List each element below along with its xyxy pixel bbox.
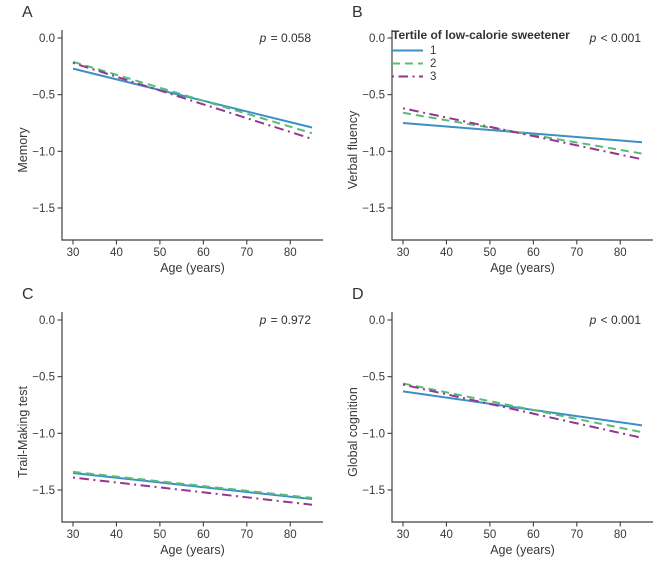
series-line-tertile-2 xyxy=(402,382,643,434)
panel-B: 0.0 −0.5 −1.0 −1.5 30 40 50 60 70 80 B p < 0.001 … xyxy=(330,0,660,282)
p-symbol: p xyxy=(589,31,597,45)
p-symbol: p xyxy=(589,313,597,327)
legend-item-tertile-2: 2 xyxy=(392,57,570,70)
series-line-tertile-2 xyxy=(402,111,643,155)
y-tick-label: −0.5 xyxy=(32,90,55,102)
x-tick-label: 70 xyxy=(240,247,253,259)
y-tick-label: −1.0 xyxy=(32,146,55,158)
legend-title: Tertile of low-calorie sweetener xyxy=(392,28,570,42)
y-tick-label: −1.0 xyxy=(362,146,385,158)
x-tick-label: 40 xyxy=(110,529,123,541)
y-tick-label: 0.0 xyxy=(369,315,385,327)
y-tick-label: −0.5 xyxy=(32,372,55,384)
x-tick-label: 70 xyxy=(240,529,253,541)
x-axis-title-age-A: Age (years) xyxy=(160,261,225,275)
x-tick-label: 30 xyxy=(67,247,80,259)
y-tick-label: 0.0 xyxy=(369,33,385,45)
legend-item-tertile-3: 3 xyxy=(392,70,570,83)
x-axis-title-age-D: Age (years) xyxy=(490,543,555,557)
y-tick-label: −1.5 xyxy=(32,203,55,215)
legend-item-tertile-1: 1 xyxy=(392,44,570,57)
p-text: = 0.058 xyxy=(267,31,311,45)
x-tick-label: 70 xyxy=(570,529,583,541)
x-tick-label: 30 xyxy=(67,529,80,541)
y-tick-label: −1.5 xyxy=(362,203,385,215)
y-axis-title-verbal-fluency: Verbal fluency xyxy=(346,110,360,190)
chart-trail-making-test: 0.0 −0.5 −1.0 −1.5 30 40 50 60 70 80 xyxy=(32,312,323,541)
p-value-A: p = 0.058 xyxy=(260,31,311,45)
axis-spine xyxy=(391,312,653,523)
axis-spine xyxy=(391,30,653,241)
y-axis-title-trail-making: Trail-Making test xyxy=(16,386,30,478)
series-line-tertile-2 xyxy=(72,470,313,499)
chart-memory: 0.0 −0.5 −1.0 −1.5 30 40 50 60 70 80 xyxy=(32,30,323,259)
series-line-tertile-3 xyxy=(402,383,643,439)
y-tick-label: −0.5 xyxy=(362,372,385,384)
chart-global-cognition: 0.0 −0.5 −1.0 −1.5 30 40 50 60 70 80 xyxy=(362,312,653,541)
x-tick-label: 30 xyxy=(397,247,410,259)
legend-label-tertile-3: 3 xyxy=(430,70,437,83)
series-line-tertile-1 xyxy=(72,472,313,501)
p-text: = 0.972 xyxy=(267,313,311,327)
x-tick-label: 50 xyxy=(154,247,167,259)
x-tick-label: 40 xyxy=(440,529,453,541)
y-tick-label: −1.0 xyxy=(32,428,55,440)
y-tick-label: −1.5 xyxy=(32,485,55,497)
chart-verbal-fluency: 0.0 −0.5 −1.0 −1.5 30 40 50 60 70 80 xyxy=(362,30,653,259)
p-value-C: p = 0.972 xyxy=(260,313,311,327)
x-tick-label: 60 xyxy=(197,529,210,541)
panel-label-B: B xyxy=(352,4,364,21)
x-tick-label: 50 xyxy=(154,529,167,541)
series-line-tertile-3 xyxy=(72,476,313,506)
axis-spine xyxy=(61,312,323,523)
legend-label-tertile-1: 1 xyxy=(430,44,437,57)
x-tick-label: 80 xyxy=(614,247,627,259)
x-tick-label: 80 xyxy=(614,529,627,541)
panel-label-A: A xyxy=(22,4,34,21)
legend-line-tertile-1-icon xyxy=(392,49,423,52)
legend: Tertile of low-calorie sweetener 1 2 3 xyxy=(392,28,570,83)
y-tick-label: −1.5 xyxy=(362,485,385,497)
x-tick-label: 60 xyxy=(527,529,540,541)
panel-A: 0.0 −0.5 −1.0 −1.5 30 40 50 60 70 80 A p = 0.058 … xyxy=(0,0,330,282)
y-tick-label: −0.5 xyxy=(362,90,385,102)
x-tick-label: 50 xyxy=(484,247,497,259)
x-tick-label: 50 xyxy=(484,529,497,541)
x-axis-title-age-C: Age (years) xyxy=(160,543,225,557)
y-axis-title-global-cognition: Global cognition xyxy=(346,387,360,477)
panel-label-C: C xyxy=(22,286,35,303)
y-tick-label: −1.0 xyxy=(362,428,385,440)
x-tick-label: 60 xyxy=(197,247,210,259)
p-value-D: p < 0.001 xyxy=(590,313,641,327)
p-symbol: p xyxy=(259,31,267,45)
p-value-B: p < 0.001 xyxy=(590,31,641,45)
y-axis-title-memory: Memory xyxy=(16,127,30,173)
legend-line-tertile-2-icon xyxy=(392,62,423,65)
legend-label-tertile-2: 2 xyxy=(430,57,437,70)
x-tick-label: 80 xyxy=(284,529,297,541)
p-symbol: p xyxy=(259,313,267,327)
x-tick-label: 80 xyxy=(284,247,297,259)
x-tick-label: 30 xyxy=(397,529,410,541)
p-text: < 0.001 xyxy=(597,313,641,327)
p-text: < 0.001 xyxy=(597,31,641,45)
x-tick-label: 40 xyxy=(110,247,123,259)
panel-D: 0.0 −0.5 −1.0 −1.5 30 40 50 60 70 80 D p < 0.001 … xyxy=(330,282,660,564)
x-tick-label: 60 xyxy=(527,247,540,259)
x-tick-label: 70 xyxy=(570,247,583,259)
series-line-tertile-3 xyxy=(72,61,313,140)
x-tick-label: 40 xyxy=(440,247,453,259)
axis-spine xyxy=(61,30,323,241)
panel-label-D: D xyxy=(352,286,365,303)
y-tick-label: 0.0 xyxy=(39,315,55,327)
panel-C: 0.0 −0.5 −1.0 −1.5 30 40 50 60 70 80 C p = 0.972 … xyxy=(0,282,330,564)
x-axis-title-age-B: Age (years) xyxy=(490,261,555,275)
y-tick-label: 0.0 xyxy=(39,33,55,45)
legend-line-tertile-3-icon xyxy=(392,75,423,78)
series-line-tertile-2 xyxy=(72,60,313,135)
